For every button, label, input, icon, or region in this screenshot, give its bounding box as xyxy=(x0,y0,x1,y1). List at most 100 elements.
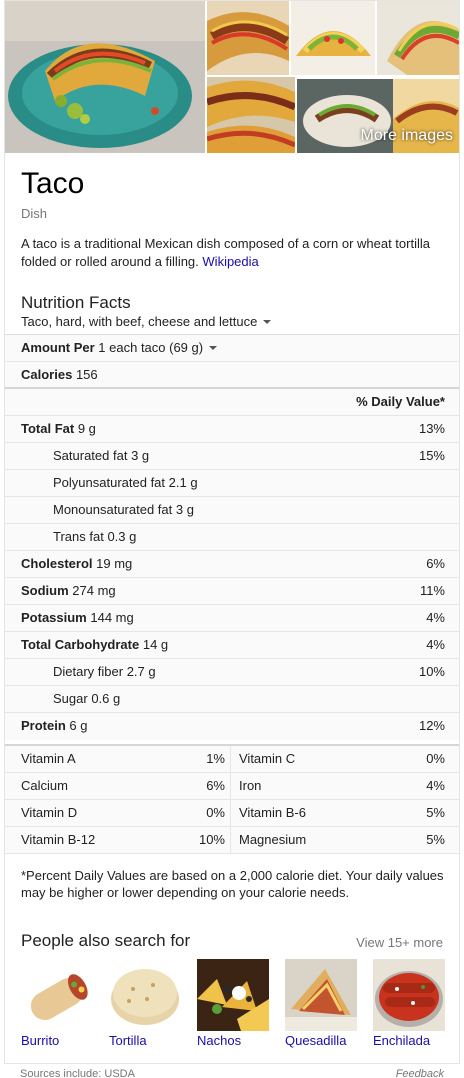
related-item-quesadilla[interactable]: Quesadilla xyxy=(285,959,359,1048)
nutrient-label: Saturated fat xyxy=(53,448,128,463)
nutrient-amount: 9 g xyxy=(77,421,96,436)
nachos-image xyxy=(197,959,269,1031)
nutrient-row: Total Carbohydrate 14 g 4% xyxy=(5,632,459,659)
daily-value-footnote: *Percent Daily Values are based on a 2,0… xyxy=(21,868,444,900)
related-item-enchilada[interactable]: Enchilada xyxy=(373,959,447,1048)
nutrient-percent: 11% xyxy=(419,583,445,598)
taco-thumbnail[interactable] xyxy=(291,1,375,75)
nutrient-label: Total Carbohydrate xyxy=(21,637,140,652)
vitamin-percent: 6% xyxy=(206,778,225,793)
vitamin-label: Vitamin A xyxy=(21,751,76,766)
dropdown-caret-icon xyxy=(209,346,218,350)
nutrient-row: Monounsaturated fat 3 g xyxy=(5,497,459,524)
nutrient-row: Polyunsaturated fat 2.1 g xyxy=(5,470,459,497)
vitamins-table: Vitamin A 1% Vitamin C 0% Calcium 6% Iron 4% V… xyxy=(5,744,459,854)
image-mosaic: More images xyxy=(5,1,459,153)
nutrient-row: Potassium 144 mg 4% xyxy=(5,605,459,632)
nutrient-label: Dietary fiber xyxy=(53,664,124,679)
tortilla-image xyxy=(109,959,181,1031)
nutrient-label: Monounsaturated fat xyxy=(53,502,173,517)
calories-label: Calories xyxy=(21,367,73,382)
nutrient-label: Total Fat xyxy=(21,421,75,436)
nutrient-label: Sodium xyxy=(21,583,69,598)
nutrient-percent: 13% xyxy=(418,421,445,436)
vitamin-row: Vitamin A 1% Vitamin C 0% xyxy=(5,746,459,773)
amount-per-label: Amount Per xyxy=(21,340,95,355)
vitamin-label: Calcium xyxy=(21,778,68,793)
amount-per-row: Amount Per 1 each taco (69 g) xyxy=(5,335,459,362)
entity-subtitle: Dish xyxy=(21,206,48,221)
nutrition-table: Amount Per 1 each taco (69 g) Calories 1… xyxy=(5,334,459,740)
nutrient-row: Total Fat 9 g 13% xyxy=(5,416,459,443)
dropdown-caret-icon xyxy=(263,320,272,324)
calories-value: 156 xyxy=(75,367,98,382)
calories-row: Calories 156 xyxy=(5,362,459,389)
vitamin-percent: 0% xyxy=(426,751,445,766)
food-variant-label: Taco, hard, with beef, cheese and lettuc… xyxy=(21,314,258,329)
vitamin-row: Vitamin B-12 10% Magnesium 5% xyxy=(5,827,459,854)
main-taco-photo[interactable] xyxy=(5,1,205,153)
nutrient-row: Trans fat 0.3 g xyxy=(5,524,459,551)
related-item-label: Tortilla xyxy=(109,1033,147,1048)
vitamin-label: Iron xyxy=(239,778,262,793)
quesadilla-image xyxy=(285,959,357,1031)
vitamin-label: Vitamin B-12 xyxy=(21,832,96,847)
nutrient-label: Polyunsaturated fat xyxy=(53,475,166,490)
knowledge-panel: More images Taco Dish A taco is a tradit… xyxy=(4,0,460,1064)
vitamin-label: Vitamin D xyxy=(21,805,78,820)
related-item-tortilla[interactable]: Tortilla xyxy=(109,959,183,1048)
wikipedia-link[interactable]: Wikipedia xyxy=(202,254,259,269)
nutrient-row: Sugar 0.6 g xyxy=(5,686,459,713)
nutrient-percent: 6% xyxy=(426,556,445,571)
serving-size-label: 1 each taco (69 g) xyxy=(98,340,204,355)
nutrient-amount: 3 g xyxy=(131,448,150,463)
nutrient-amount: 2.7 g xyxy=(126,664,156,679)
taco-thumbnail[interactable] xyxy=(207,77,295,153)
vitamin-label: Vitamin B-6 xyxy=(239,805,306,820)
taco-thumbnail[interactable]: More images xyxy=(297,79,459,153)
nutrition-facts-title: Nutrition Facts xyxy=(21,293,131,312)
description-text: A taco is a traditional Mexican dish com… xyxy=(21,236,430,269)
taco-thumbnail[interactable] xyxy=(207,1,289,75)
vitamin-label: Vitamin C xyxy=(239,751,296,766)
vitamin-percent: 0% xyxy=(206,805,225,820)
related-item-label: Quesadilla xyxy=(285,1033,347,1048)
nutrient-amount: 19 mg xyxy=(96,556,133,571)
related-item-burrito[interactable]: Burrito xyxy=(21,959,95,1048)
column-divider xyxy=(230,746,231,854)
feedback-link[interactable]: Feedback xyxy=(395,1068,444,1078)
related-item-label: Enchilada xyxy=(373,1033,431,1048)
nutrient-amount: 0.3 g xyxy=(107,529,137,544)
related-item-label: Burrito xyxy=(21,1033,60,1048)
nutrient-percent: 10% xyxy=(418,664,445,679)
nutrient-amount: 2.1 g xyxy=(168,475,198,490)
related-item-nachos[interactable]: Nachos xyxy=(197,959,271,1048)
vitamin-percent: 1% xyxy=(206,751,225,766)
nutrient-amount: 274 mg xyxy=(72,583,116,598)
nutrient-row: Saturated fat 3 g 15% xyxy=(5,443,459,470)
nutrient-label: Potassium xyxy=(21,610,87,625)
vitamin-percent: 4% xyxy=(426,778,445,793)
food-variant-selector[interactable]: Taco, hard, with beef, cheese and lettuc… xyxy=(21,314,272,329)
nutrient-percent: 4% xyxy=(426,637,445,652)
nutrient-amount: 3 g xyxy=(175,502,194,517)
serving-size-selector[interactable]: 1 each taco (69 g) xyxy=(98,340,218,355)
people-also-search-title: People also search for xyxy=(21,931,191,950)
vitamin-percent: 10% xyxy=(198,832,225,847)
nutrient-amount: 6 g xyxy=(69,718,88,733)
daily-value-header-row: % Daily Value* xyxy=(5,389,459,416)
enchilada-image xyxy=(373,959,445,1031)
nutrient-percent: 4% xyxy=(426,610,445,625)
nutrient-row: Cholesterol 19 mg 6% xyxy=(5,551,459,578)
daily-value-header: % Daily Value* xyxy=(356,394,445,409)
nutrient-amount: 144 mg xyxy=(90,610,134,625)
view-more-link[interactable]: View 15+ more xyxy=(356,935,443,950)
nutrient-label: Cholesterol xyxy=(21,556,93,571)
vitamin-percent: 5% xyxy=(426,832,445,847)
nutrient-label: Trans fat xyxy=(53,529,104,544)
more-images-link[interactable]: More images xyxy=(360,127,453,144)
nutrient-label: Protein xyxy=(21,718,66,733)
vitamin-percent: 5% xyxy=(426,805,445,820)
taco-thumbnail[interactable] xyxy=(377,1,459,75)
nutrient-row: Protein 6 g 12% xyxy=(5,713,459,740)
